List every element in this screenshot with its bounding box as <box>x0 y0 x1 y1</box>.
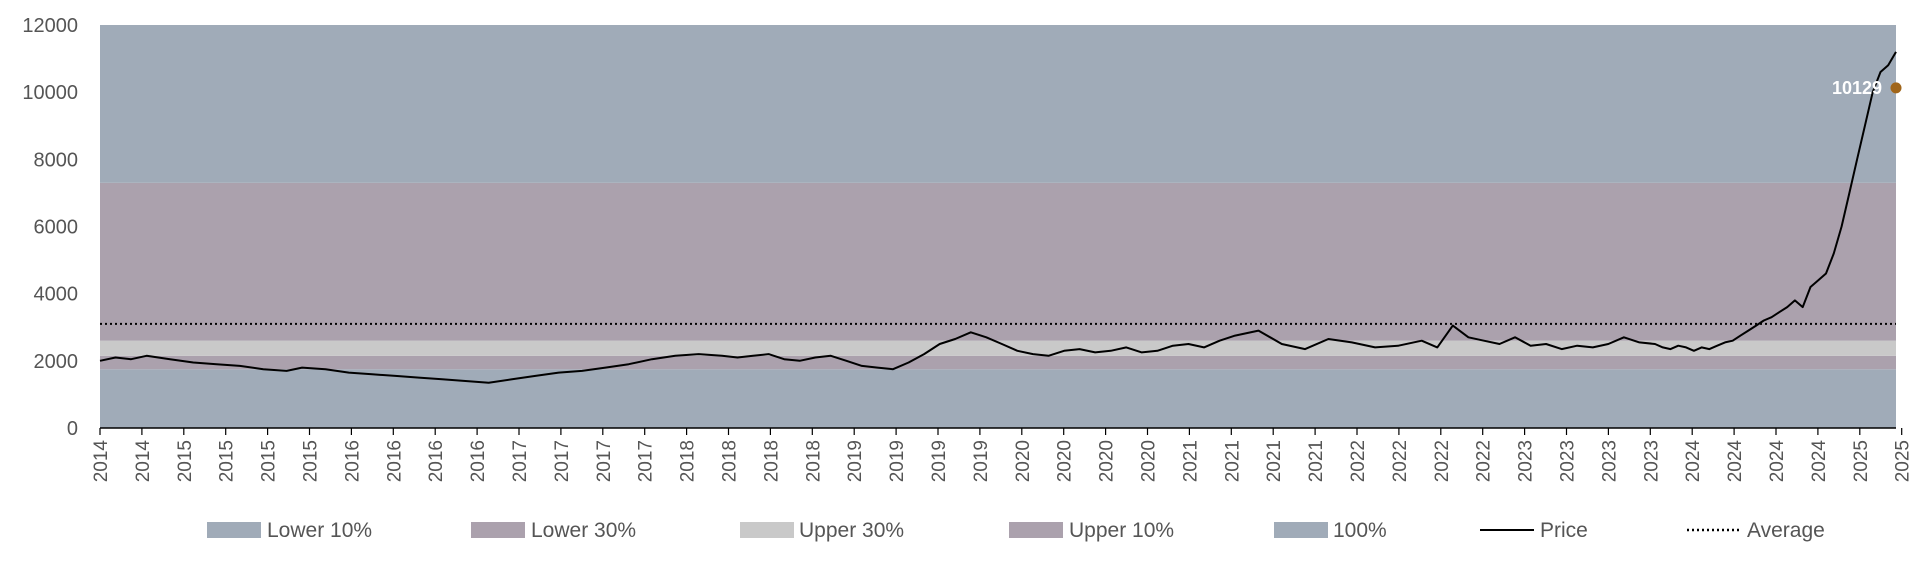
x-tick-label: 2022 <box>1390 440 1411 482</box>
x-tick-label: 2023 <box>1558 440 1579 482</box>
legend-label-average: Average <box>1747 519 1825 542</box>
x-tick-label: 2020 <box>1097 440 1118 482</box>
x-tick-label: 2022 <box>1432 440 1453 482</box>
legend-label-lower-30: Lower 30% <box>531 519 636 542</box>
x-tick-label: 2023 <box>1599 440 1620 482</box>
y-tick-label: 6000 <box>34 217 79 239</box>
x-tick-label: 2014 <box>133 440 154 483</box>
x-tick-label: 2017 <box>552 440 573 482</box>
y-tick-label: 8000 <box>34 149 79 171</box>
legend-swatch-upper-30 <box>740 522 794 538</box>
x-tick-label: 2021 <box>1306 440 1327 482</box>
x-tick-label: 2015 <box>217 440 238 482</box>
x-tick-label: 2024 <box>1809 440 1830 483</box>
x-tick-label: 2016 <box>342 440 363 482</box>
last-value-label: 10129 <box>1832 78 1882 98</box>
x-tick-label: 2016 <box>468 440 489 482</box>
x-tick-label: 2018 <box>678 440 699 482</box>
x-tick-label: 2022 <box>1474 440 1495 482</box>
x-tick-label: 2015 <box>175 440 196 482</box>
band-upper-30- <box>100 340 1896 356</box>
x-tick-label: 2021 <box>1264 440 1285 482</box>
x-tick-label: 2020 <box>1055 440 1076 482</box>
legend-label-lower-10: Lower 10% <box>267 519 372 542</box>
x-axis-ticks: 2014 2014 2015 2015 2015 2015 2016 2016 2016 2016… <box>91 428 1914 482</box>
band-lower-30- <box>100 355 1896 370</box>
x-tick-label: 2019 <box>887 440 908 482</box>
band-upper-10- <box>100 182 1896 341</box>
x-tick-label: 2019 <box>929 440 950 482</box>
range-bands <box>100 25 1896 428</box>
y-tick-label: 2000 <box>34 351 79 373</box>
x-tick-label: 2023 <box>1516 440 1537 482</box>
y-axis-ticks: 0 2000 4000 6000 8000 10000 12000 <box>22 15 78 440</box>
series-layer: 10129 <box>99 51 1902 384</box>
x-tick-label: 2016 <box>384 440 405 482</box>
x-tick-label: 2018 <box>761 440 782 482</box>
x-tick-label: 2018 <box>720 440 741 482</box>
y-tick-label: 4000 <box>34 284 79 306</box>
legend-label-100: 100% <box>1333 519 1387 542</box>
legend-swatch-100 <box>1274 522 1328 538</box>
band-100- <box>100 25 1896 183</box>
legend-label-price: Price <box>1540 519 1588 542</box>
legend: Lower 10% Lower 30% Upper 30% Upper 10% 100%… <box>207 519 1825 542</box>
y-tick-label: 10000 <box>22 82 78 104</box>
x-tick-label: 2024 <box>1683 440 1704 483</box>
x-tick-label: 2020 <box>1013 440 1034 482</box>
legend-label-upper-10: Upper 10% <box>1069 519 1174 542</box>
legend-swatch-lower-10 <box>207 522 261 538</box>
legend-label-upper-30: Upper 30% <box>799 519 904 542</box>
x-tick-label: 2015 <box>301 440 322 482</box>
legend-swatch-lower-30 <box>471 522 525 538</box>
x-tick-label: 2023 <box>1641 440 1662 482</box>
x-tick-label: 2014 <box>91 440 112 483</box>
legend-swatch-upper-10 <box>1009 522 1063 538</box>
price-line <box>99 51 1897 384</box>
x-tick-label: 2025 <box>1893 440 1914 482</box>
x-tick-label: 2022 <box>1348 440 1369 482</box>
x-tick-label: 2017 <box>510 440 531 482</box>
x-tick-label: 2025 <box>1851 440 1872 482</box>
x-tick-label: 2021 <box>1222 440 1243 482</box>
x-tick-label: 2017 <box>594 440 615 482</box>
x-tick-label: 2016 <box>426 440 447 482</box>
x-tick-label: 2019 <box>971 440 992 482</box>
x-tick-label: 2024 <box>1767 440 1788 483</box>
x-tick-label: 2015 <box>259 440 280 482</box>
x-tick-label: 2017 <box>636 440 657 482</box>
band-lower-10- <box>100 369 1896 428</box>
last-value-marker <box>1890 82 1902 94</box>
x-tick-label: 2021 <box>1180 440 1201 482</box>
x-tick-label: 2024 <box>1725 440 1746 483</box>
y-tick-label: 12000 <box>22 15 78 37</box>
x-tick-label: 2019 <box>845 440 866 482</box>
y-tick-label: 0 <box>67 418 78 440</box>
x-tick-label: 2018 <box>803 440 824 482</box>
x-tick-label: 2020 <box>1139 440 1160 482</box>
